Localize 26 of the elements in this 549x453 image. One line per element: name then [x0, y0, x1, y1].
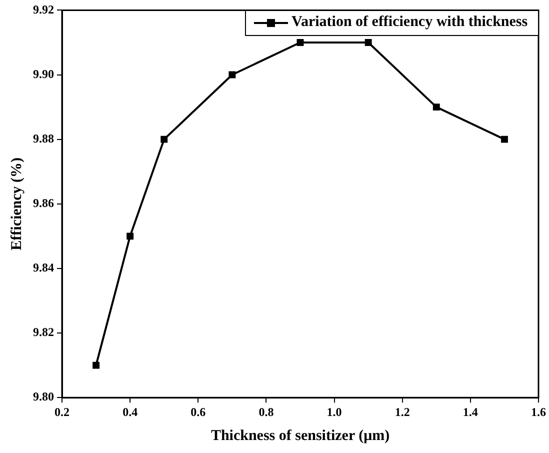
y-tick-label: 9.90 — [33, 66, 54, 81]
legend-label: Variation of efficiency with thickness — [292, 14, 528, 32]
point — [160, 136, 168, 143]
point — [92, 362, 100, 369]
x-tick-label: 1.0 — [326, 404, 342, 419]
y-tick-label: 9.80 — [33, 390, 54, 404]
x-tick-label: 0.8 — [258, 404, 274, 419]
x-tick-label: 0.2 — [54, 404, 70, 419]
point — [126, 232, 134, 240]
x-tick-label: 0.6 — [190, 404, 206, 419]
point — [296, 39, 304, 46]
x-tick-label: 1.4 — [462, 404, 478, 419]
y-tick-label: 9.92 — [33, 2, 54, 16]
x-axis-title: Thickness of sensitizer (μm) — [210, 428, 390, 444]
point — [432, 104, 440, 111]
y-tick-label: 9.84 — [33, 260, 54, 275]
x-tick-label: 0.4 — [122, 404, 138, 419]
y-tick-label: 9.82 — [33, 325, 54, 340]
x-tick-label: 1.2 — [394, 404, 410, 419]
y-tick-label: 9.86 — [33, 196, 54, 210]
point — [500, 136, 508, 143]
y-tick-label: 9.88 — [33, 131, 54, 146]
point — [228, 71, 236, 78]
y-axis-title: Efficiency (%) — [8, 157, 25, 250]
point — [364, 39, 372, 46]
x-tick-label: 1.6 — [531, 404, 546, 419]
